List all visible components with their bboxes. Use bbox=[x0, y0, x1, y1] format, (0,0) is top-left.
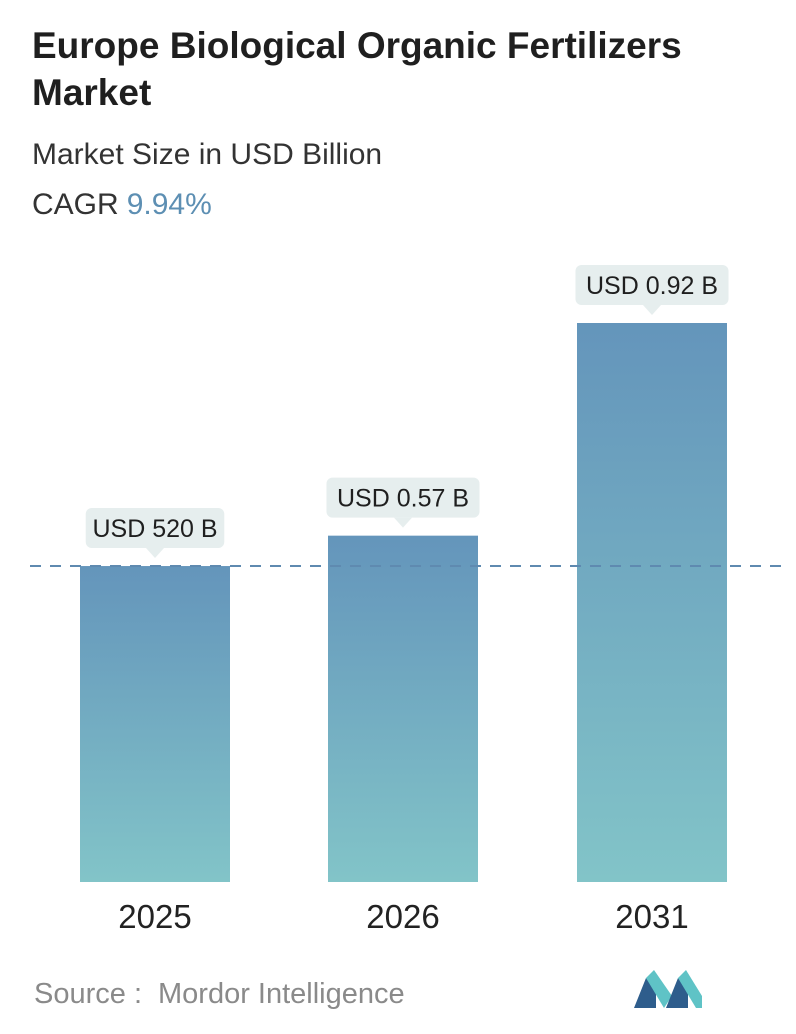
data-label-pointer bbox=[146, 548, 164, 559]
data-label-text: USD 0.57 B bbox=[337, 485, 469, 513]
data-label-box bbox=[85, 508, 225, 549]
bar-chart: USD 520 B 2025 USD 0.57 B 2026 USD 0.92 B 203… bbox=[30, 265, 782, 935]
chart-subtitle: Market Size in USD Billion bbox=[32, 138, 383, 171]
data-label-pointer bbox=[394, 517, 412, 528]
data-label-text: USD 0.92 B bbox=[586, 272, 718, 300]
data-label-box bbox=[575, 265, 729, 305]
source-label: Source : bbox=[34, 978, 142, 1010]
cagr-value: 9.94% bbox=[126, 188, 212, 221]
chart-title: Europe Biological Organic Fertilizers Ma… bbox=[32, 25, 682, 113]
cagr-label: CAGR bbox=[32, 188, 119, 221]
x-tick-label-2026: 2026 bbox=[366, 898, 439, 935]
bar-2026 bbox=[328, 535, 478, 882]
data-label-2026: USD 0.57 B bbox=[326, 477, 480, 528]
data-label-2025: USD 520 B bbox=[85, 508, 225, 559]
bar-2025 bbox=[80, 566, 230, 882]
x-tick-label-2025: 2025 bbox=[118, 898, 191, 935]
cagr-line: CAGR 9.94% bbox=[32, 188, 212, 222]
bar-2031 bbox=[577, 323, 727, 882]
data-label-text: USD 520 B bbox=[92, 515, 217, 543]
data-label-2031: USD 0.92 B bbox=[575, 265, 729, 315]
data-label-box bbox=[326, 477, 480, 518]
x-tick-label-2031: 2031 bbox=[615, 898, 688, 935]
data-label-pointer bbox=[643, 305, 661, 315]
mordor-intelligence-logo-icon bbox=[634, 970, 702, 1008]
source-note: Source : Mordor Intelligence bbox=[34, 978, 405, 1011]
source-value: Mordor Intelligence bbox=[158, 978, 405, 1010]
